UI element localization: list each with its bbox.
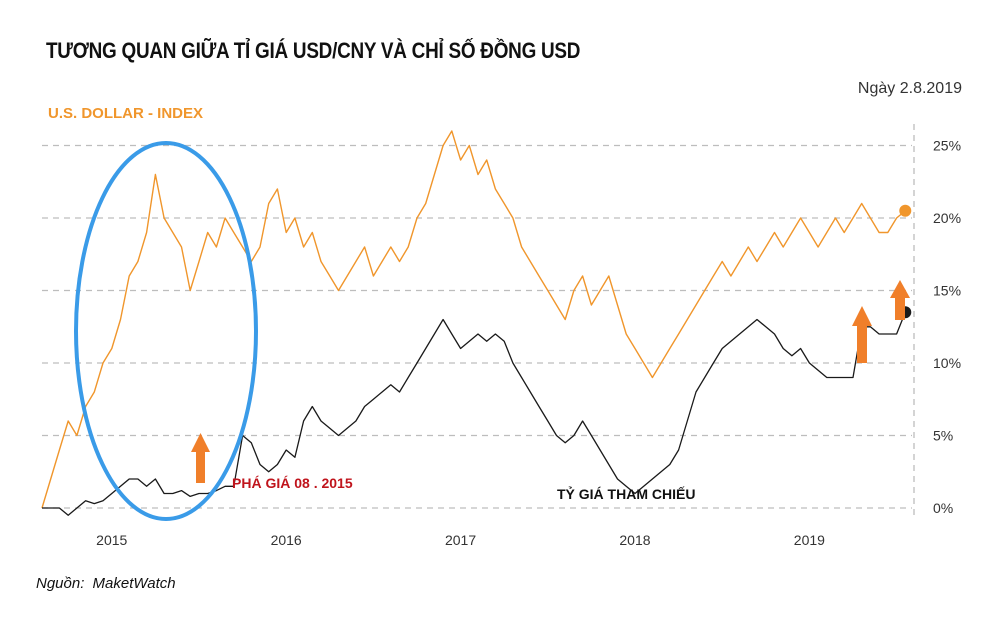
highlight-ellipse xyxy=(74,141,258,521)
y-tick-label: 5% xyxy=(933,428,953,444)
y-axis-ticks: 0% 5% 10% 15% 20% 25% xyxy=(933,138,961,517)
x-tick-label: 2015 xyxy=(96,532,127,548)
x-tick-label: 2016 xyxy=(271,532,302,548)
arrow-icon xyxy=(890,280,910,320)
x-axis-ticks: 2015 2016 2017 2018 2019 xyxy=(96,532,825,548)
x-tick-label: 2018 xyxy=(619,532,650,548)
x-tick-label: 2017 xyxy=(445,532,476,548)
chart-title: TƯƠNG QUAN GIỮA TỈ GIÁ USD/CNY VÀ CHỈ SỐ… xyxy=(46,38,581,63)
series-lines xyxy=(41,130,912,516)
y-tick-label: 0% xyxy=(933,500,953,516)
usd-index-endpoint xyxy=(899,204,912,217)
x-tick-label: 2019 xyxy=(794,532,825,548)
usd-index-label: U.S. DOLLAR - INDEX xyxy=(48,105,204,122)
y-tick-label: 15% xyxy=(933,283,961,299)
grid-lines xyxy=(42,124,915,516)
source-name: MaketWatch xyxy=(92,575,176,592)
date-label: Ngày 2.8.2019 xyxy=(857,80,962,97)
reference-rate-line xyxy=(42,312,906,516)
devaluation-annotation: PHÁ GIÁ 08 . 2015 xyxy=(232,475,353,491)
arrow-icon xyxy=(852,306,872,363)
y-tick-label: 25% xyxy=(933,138,961,154)
source-label: Nguồn: xyxy=(36,575,85,592)
source-note: Nguồn: MaketWatch xyxy=(36,575,176,592)
y-tick-label: 10% xyxy=(933,355,961,371)
usd-index-line xyxy=(41,130,906,509)
y-tick-label: 20% xyxy=(933,210,961,226)
reference-rate-annotation: TỶ GIÁ THAM CHIẾU xyxy=(557,486,695,502)
arrow-icon xyxy=(191,433,210,483)
